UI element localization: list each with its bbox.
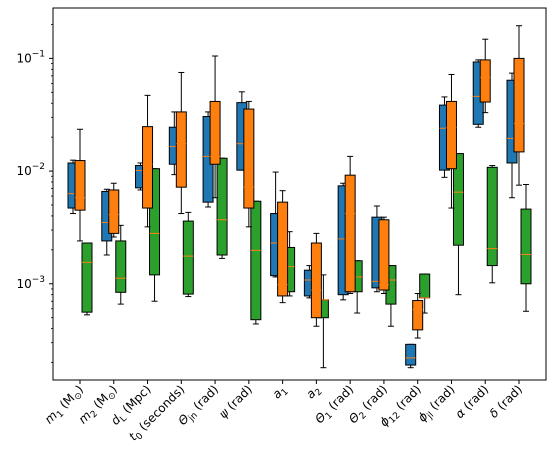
box-body: [412, 300, 424, 331]
box-body: [74, 160, 86, 211]
box-body: [175, 111, 187, 188]
boxes-layer: [67, 25, 532, 369]
box-4-series-2: [216, 157, 228, 259]
box-11-series-2: [452, 153, 464, 296]
box-body: [149, 168, 161, 276]
axes-layer: 10−310−210−1m1 (M⊙)m2 (M⊙)dL (Mpc)t0 (se…: [16, 7, 547, 444]
box-body: [513, 57, 525, 153]
box-3-series-1: [175, 71, 187, 215]
x-tick-label: a1: [270, 382, 291, 403]
box-13-series-2: [520, 184, 532, 312]
box-body: [250, 200, 262, 321]
box-10-series-1: [412, 292, 424, 339]
box-body: [344, 174, 356, 293]
box-10-series-0: [405, 343, 417, 369]
box-body: [479, 59, 491, 103]
box-body: [452, 153, 464, 246]
box-2-series-1: [142, 94, 154, 228]
box-body: [142, 126, 154, 209]
box-9-series-2: [385, 265, 397, 327]
x-tick-label: ψ (rad): [216, 382, 255, 421]
plot-frame: [52, 7, 547, 381]
x-tick-label: α (rad): [452, 382, 491, 421]
box-0-series-2: [81, 242, 93, 316]
box-body: [81, 242, 93, 313]
box-body: [277, 201, 289, 297]
box-body: [216, 157, 228, 256]
box-11-series-1: [445, 73, 457, 209]
x-tick-label: a2: [303, 382, 324, 403]
box-body: [108, 189, 120, 234]
y-tick-label: 10−1: [16, 49, 45, 65]
box-body: [310, 242, 322, 319]
box-9-series-1: [378, 216, 390, 294]
box-12-series-1: [479, 38, 491, 114]
box-body: [445, 100, 457, 170]
box-0-series-1: [74, 128, 86, 242]
box-body: [182, 220, 194, 295]
y-tick-label: 10−3: [16, 275, 45, 291]
box-5-series-1: [243, 100, 255, 228]
box-5-series-2: [250, 200, 262, 325]
box-body: [486, 166, 498, 267]
box-12-series-2: [486, 165, 498, 284]
box-4-series-1: [209, 55, 221, 199]
box-13-series-1: [513, 25, 525, 186]
box-body: [209, 100, 221, 165]
box-body: [405, 343, 417, 366]
box-1-series-2: [115, 224, 127, 305]
box-body: [115, 240, 127, 293]
box-body: [419, 273, 431, 299]
box-6-series-1: [277, 190, 289, 304]
box-3-series-2: [182, 211, 194, 298]
x-tick-label: ϕjl (rad): [415, 382, 460, 427]
box-1-series-1: [108, 182, 120, 238]
box-body: [378, 219, 390, 291]
x-tick-label: δ (rad): [487, 382, 525, 420]
box-7-series-1: [310, 232, 322, 327]
box-body: [243, 108, 255, 209]
box-8-series-1: [344, 155, 356, 294]
box-body: [520, 208, 532, 285]
y-tick-label: 10−2: [16, 162, 45, 178]
